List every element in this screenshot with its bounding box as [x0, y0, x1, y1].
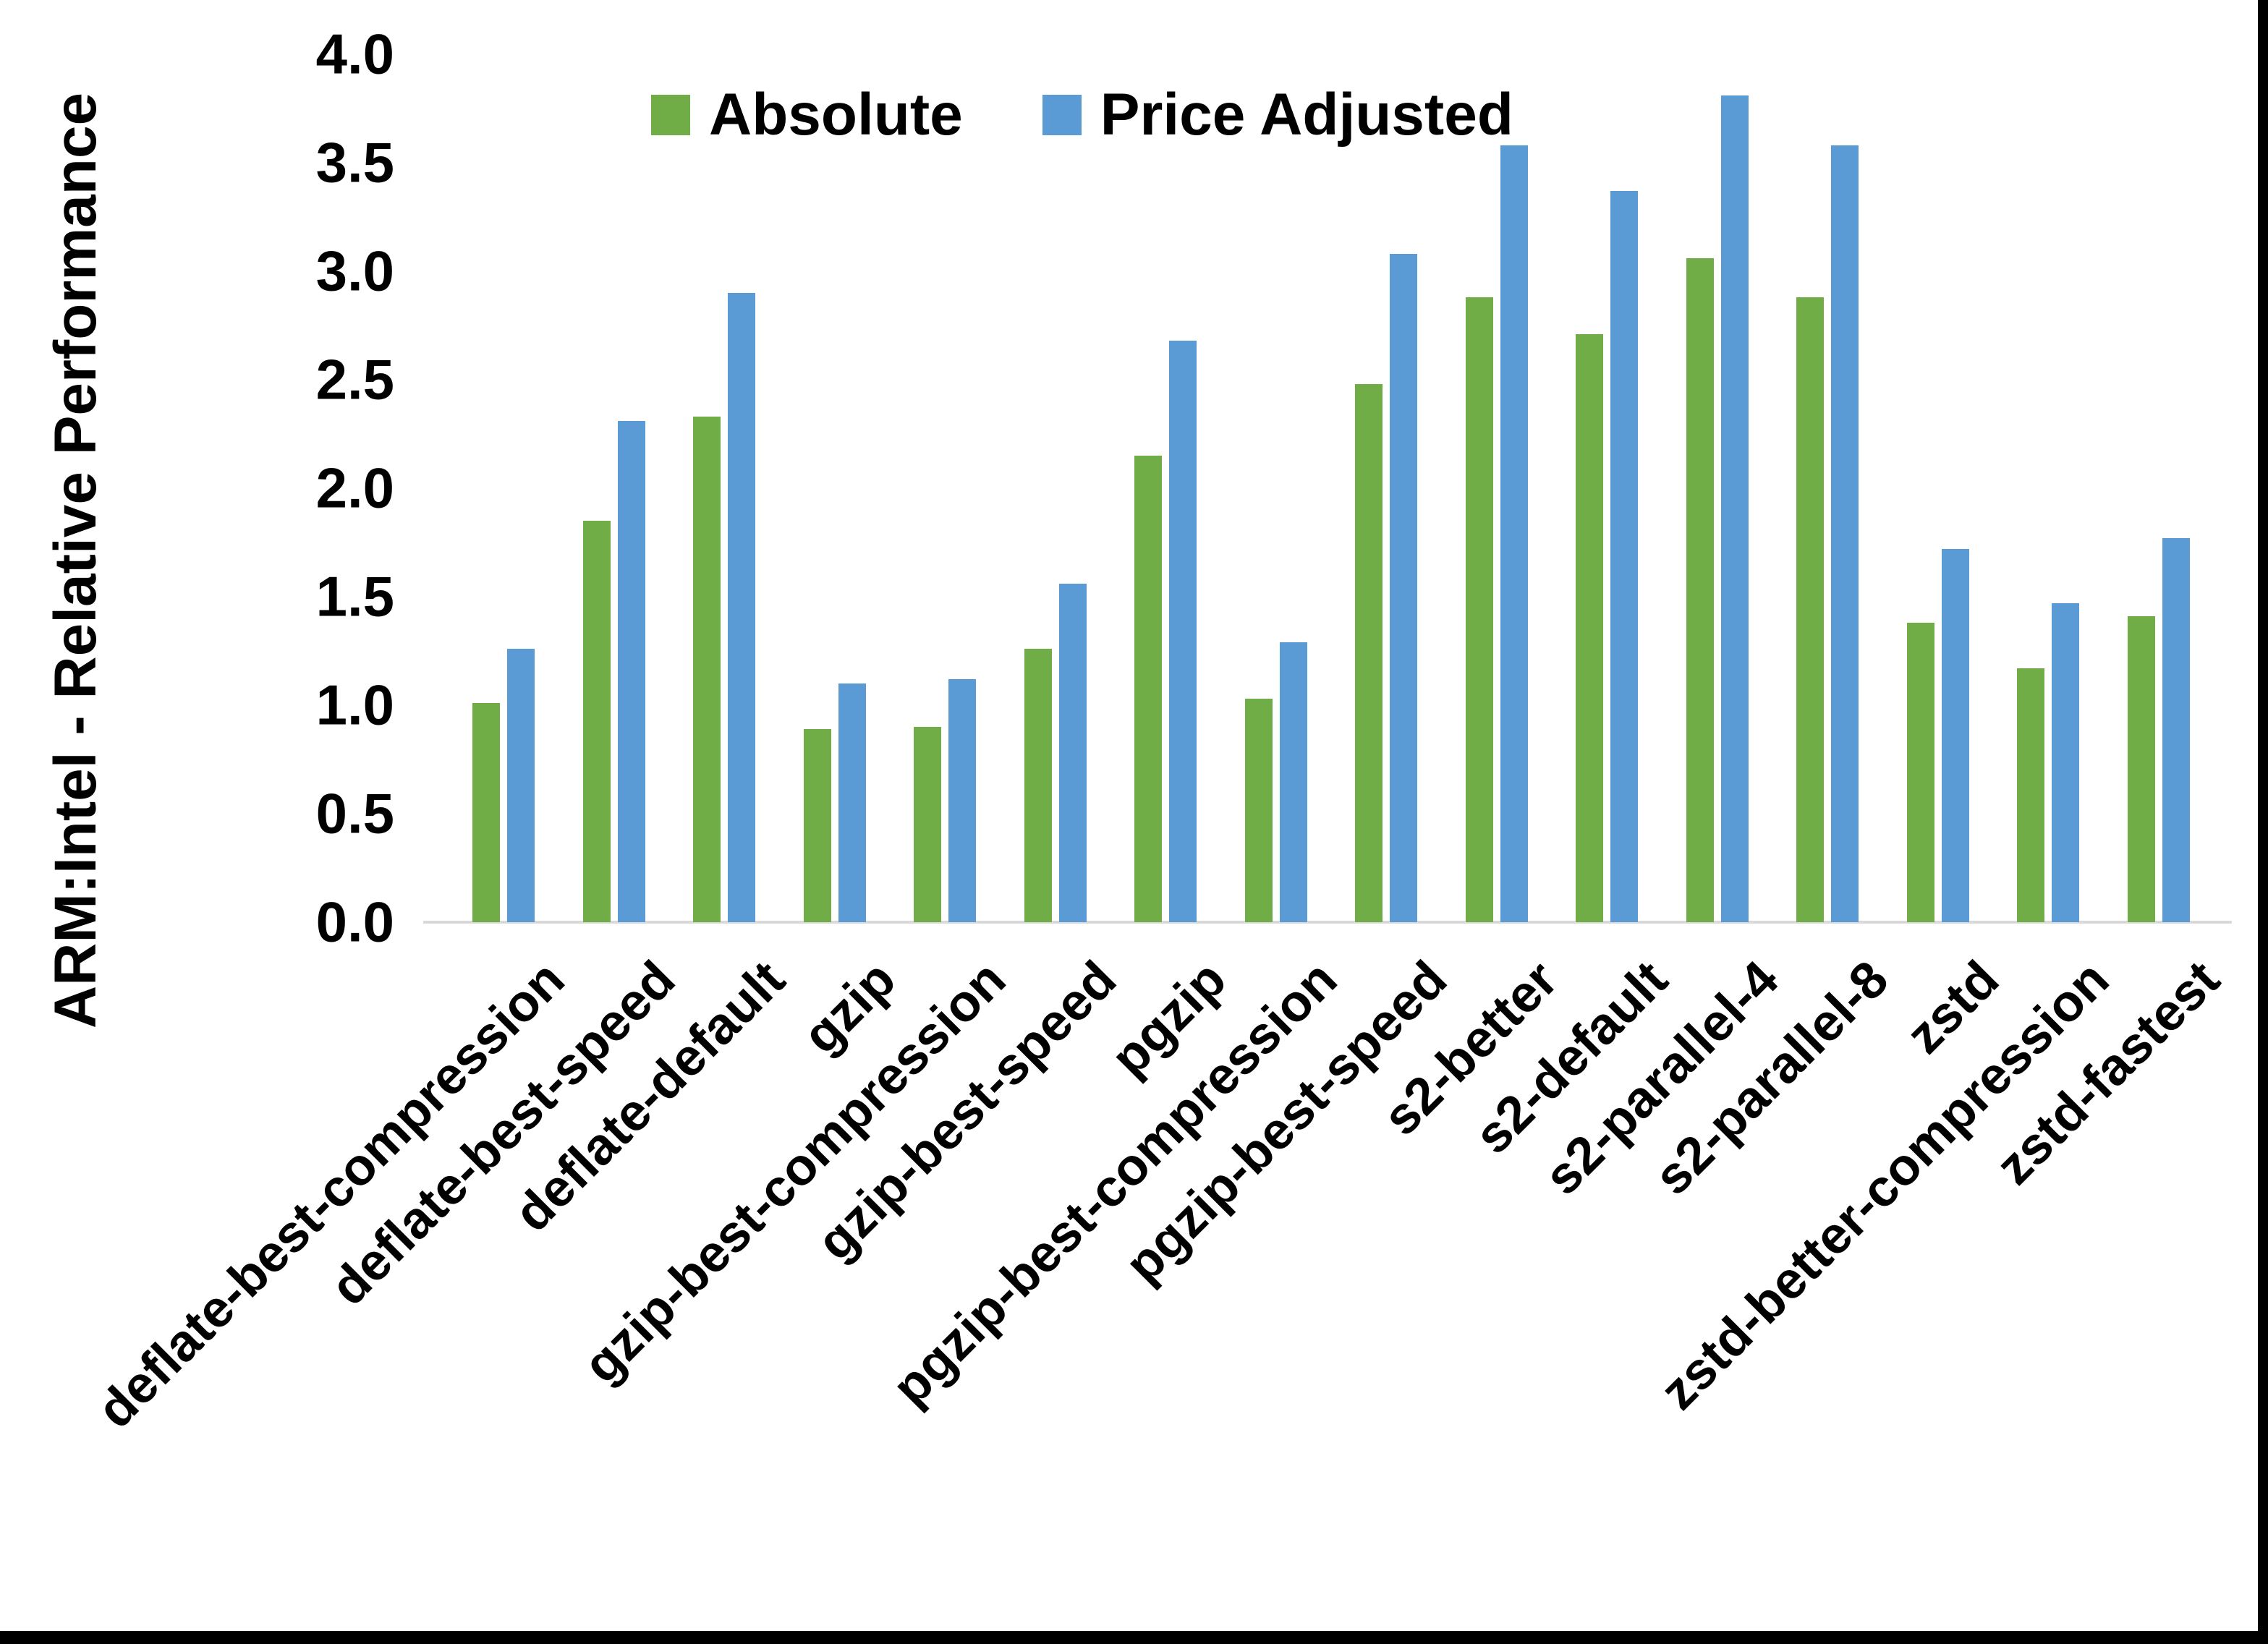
- legend-item-absolute: Absolute: [651, 81, 963, 149]
- bar-absolute: [1245, 699, 1273, 922]
- bar-absolute: [1134, 456, 1162, 922]
- legend-swatch-absolute: [651, 95, 690, 135]
- y-tick-label: 0.0: [315, 890, 394, 954]
- bar-absolute: [1686, 258, 1714, 922]
- y-tick-label: 3.5: [315, 130, 394, 195]
- y-tick-label: 0.5: [315, 781, 394, 846]
- y-tick-label: 2.0: [315, 456, 394, 520]
- bar-price-adjusted: [1721, 95, 1749, 922]
- bar-price-adjusted: [2052, 603, 2079, 922]
- bar-absolute: [693, 417, 721, 922]
- bar-price-adjusted: [2162, 538, 2190, 922]
- bar-absolute: [804, 729, 831, 922]
- bar-absolute: [2017, 668, 2044, 922]
- bar-price-adjusted: [1942, 549, 1969, 922]
- y-tick-label: 4.0: [315, 22, 394, 86]
- legend-label: Absolute: [709, 82, 963, 148]
- bar-price-adjusted: [1169, 341, 1197, 922]
- screenshot-bottom-border: [0, 1631, 2268, 1644]
- y-tick-label: 1.0: [315, 673, 394, 737]
- bar-absolute: [583, 521, 611, 922]
- bar-price-adjusted: [948, 679, 976, 922]
- bar-absolute: [1907, 623, 1934, 922]
- legend-item-price-adjusted: Price Adjusted: [1042, 81, 1513, 149]
- bar-price-adjusted: [618, 421, 645, 922]
- legend-swatch-price-adjusted: [1042, 95, 1082, 135]
- legend-label: Price Adjusted: [1100, 82, 1513, 148]
- bar-price-adjusted: [1280, 642, 1307, 922]
- bar-price-adjusted: [1390, 254, 1417, 922]
- screenshot-right-border: [2258, 0, 2268, 1644]
- bar-price-adjusted: [1610, 191, 1638, 922]
- bar-price-adjusted: [507, 649, 535, 922]
- y-tick-label: 3.0: [315, 239, 394, 303]
- y-tick-label: 1.5: [315, 564, 394, 629]
- bar-absolute: [1576, 334, 1603, 922]
- bar-absolute: [1466, 297, 1493, 922]
- legend: Absolute Price Adjusted: [651, 81, 1513, 149]
- x-category-label: deflate-best-compression: [86, 950, 576, 1439]
- bar-absolute: [914, 727, 941, 922]
- bar-price-adjusted: [1500, 145, 1528, 922]
- bar-price-adjusted: [1831, 145, 1859, 922]
- bar-absolute: [1796, 297, 1824, 922]
- bar-price-adjusted: [728, 293, 755, 922]
- bar-absolute: [1024, 649, 1052, 922]
- bar-price-adjusted: [1059, 584, 1087, 922]
- y-tick-label: 2.5: [315, 347, 394, 412]
- x-axis-line: [423, 921, 2232, 924]
- bar-price-adjusted: [838, 683, 866, 922]
- bar-absolute: [472, 703, 500, 922]
- bar-absolute: [2128, 616, 2155, 922]
- bar-absolute: [1355, 384, 1383, 922]
